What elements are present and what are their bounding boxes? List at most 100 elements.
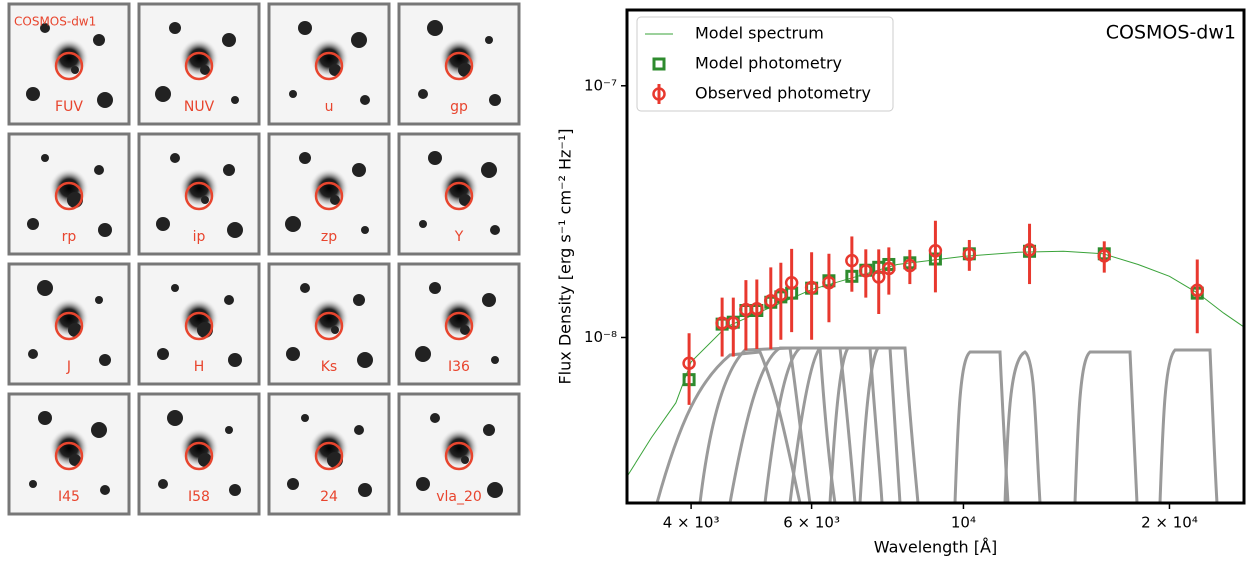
star-blob xyxy=(329,64,341,76)
band-label: I58 xyxy=(188,489,210,505)
star-blob xyxy=(358,483,372,497)
aperture xyxy=(314,441,344,471)
star-blob xyxy=(229,484,241,496)
aperture xyxy=(314,311,344,341)
star-blob xyxy=(224,295,234,305)
source-blob xyxy=(49,428,89,468)
star-blob xyxy=(287,478,299,490)
star-blob xyxy=(352,163,366,177)
filter-curves xyxy=(655,346,1219,504)
band-label: u xyxy=(325,99,334,115)
x-tick-label: 4 × 10³ xyxy=(663,514,720,532)
aperture xyxy=(444,51,474,81)
star-blob xyxy=(223,164,235,176)
band-label: I45 xyxy=(58,489,80,505)
band-label: Ks xyxy=(321,359,337,375)
sed-chart: 4 × 10³ 6 × 10³ 10⁴ 2 × 10⁴ 10⁻⁸ 10⁻⁷ Waveleng… xyxy=(556,8,1246,557)
band-label: rp xyxy=(62,229,77,245)
star-blob xyxy=(330,195,340,205)
star-blob xyxy=(95,296,103,304)
aperture xyxy=(54,441,84,471)
source-blob xyxy=(309,168,349,208)
star-blob xyxy=(155,86,171,102)
aperture xyxy=(184,441,214,471)
band-label: FUV xyxy=(55,99,83,115)
legend-box xyxy=(636,16,894,112)
star-blob xyxy=(286,347,300,361)
observed-photometry-point xyxy=(1097,249,1112,263)
star-blob xyxy=(331,326,339,334)
star-blob xyxy=(459,194,471,206)
band-label: gp xyxy=(450,99,468,115)
observed-photometry-point xyxy=(774,287,788,302)
source-blob xyxy=(309,298,349,338)
star-blob xyxy=(361,226,369,234)
observed-photometry-point xyxy=(822,275,836,290)
observed-photometry-point xyxy=(804,280,819,295)
star-blob xyxy=(200,65,210,75)
star-blob xyxy=(460,325,470,335)
aperture xyxy=(314,181,344,211)
observed-photometry-point xyxy=(764,293,778,308)
legend-label: Model photometry xyxy=(695,54,842,73)
star-blob xyxy=(353,294,365,306)
source-blob xyxy=(439,298,479,338)
observed-photometry-point xyxy=(928,244,943,258)
star-blob xyxy=(300,283,310,293)
star-blob xyxy=(491,356,499,364)
star-blob xyxy=(427,20,443,36)
aperture xyxy=(54,51,84,81)
star-blob xyxy=(418,89,428,99)
star-blob xyxy=(99,354,111,366)
star-blob xyxy=(69,454,81,466)
legend-label: Model spectrum xyxy=(695,24,824,43)
band-label: zp xyxy=(321,229,337,245)
band-label: Y xyxy=(454,229,464,245)
star-blob xyxy=(228,353,242,367)
band-label: J xyxy=(66,359,71,375)
cutout-grid: FUV NUV u gp rp ip zp Y J H Ks I36 I45 I58 24 vla_20 COS… xyxy=(7,2,521,516)
star-blob xyxy=(430,413,440,423)
star-blob xyxy=(354,425,364,435)
star-blob xyxy=(222,33,236,47)
cutout-title: COSMOS-dw1 xyxy=(14,15,96,29)
star-blob xyxy=(357,352,373,368)
band-label: vla_20 xyxy=(436,489,482,505)
star-blob xyxy=(100,485,110,495)
source-blob xyxy=(179,168,219,208)
star-blob xyxy=(481,162,497,178)
aperture xyxy=(444,181,474,211)
legend-symbol xyxy=(652,87,666,101)
star-blob xyxy=(38,411,52,425)
observed-photometry-point xyxy=(682,356,696,370)
observed-photometry-point xyxy=(1022,243,1037,257)
star-blob xyxy=(156,217,170,231)
y-axis-label: Flux Density [erg s⁻¹ cm⁻² Hz⁻¹] xyxy=(556,128,575,384)
star-blob xyxy=(170,153,180,163)
aperture xyxy=(444,441,474,471)
star-blob xyxy=(231,96,239,104)
star-blob xyxy=(482,293,496,307)
star-blob xyxy=(415,346,431,362)
star-blob xyxy=(171,284,179,292)
y-tick-label: 10⁻⁸ xyxy=(584,328,617,346)
star-blob xyxy=(157,348,169,360)
source-blob xyxy=(309,38,349,78)
observed-photometry-point xyxy=(845,253,859,268)
star-blob xyxy=(301,414,309,422)
star-blob xyxy=(428,151,442,165)
legend-symbol xyxy=(652,57,666,71)
annotation: COSMOS-dw1 xyxy=(1106,22,1236,44)
star-blob xyxy=(158,479,168,489)
star-blob xyxy=(225,426,233,434)
star-blob xyxy=(41,154,49,162)
star-blob xyxy=(419,220,427,228)
band-label: I36 xyxy=(448,359,470,375)
star-blob xyxy=(201,196,209,204)
star-blob xyxy=(71,66,79,74)
star-blob xyxy=(489,94,501,106)
source-blob xyxy=(49,38,89,78)
star-blob xyxy=(93,34,105,46)
legend-label: Observed photometry xyxy=(695,84,871,103)
